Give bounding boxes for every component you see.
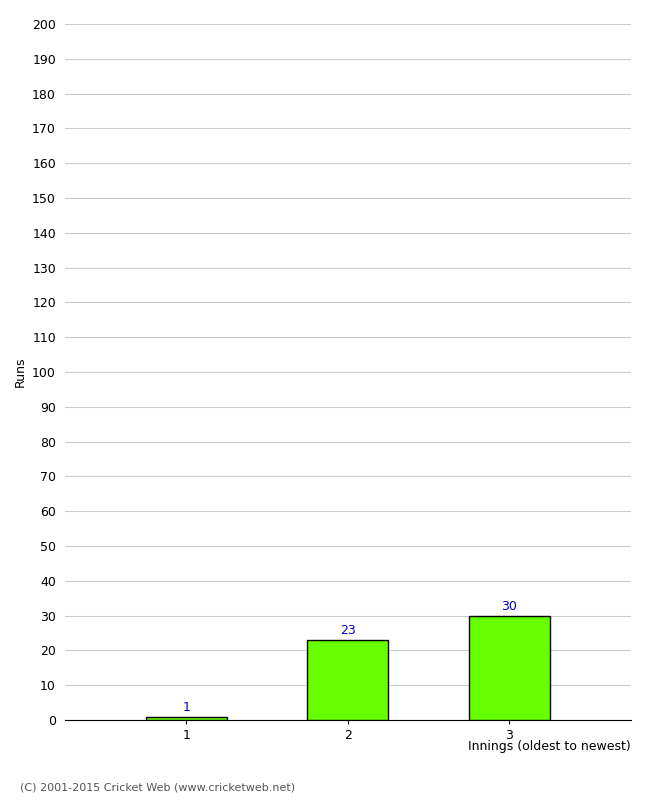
Bar xyxy=(307,640,388,720)
Text: 30: 30 xyxy=(501,600,517,613)
Y-axis label: Runs: Runs xyxy=(14,357,27,387)
Bar xyxy=(146,717,227,720)
Text: (C) 2001-2015 Cricket Web (www.cricketweb.net): (C) 2001-2015 Cricket Web (www.cricketwe… xyxy=(20,782,294,792)
Bar xyxy=(469,616,550,720)
Text: Innings (oldest to newest): Innings (oldest to newest) xyxy=(468,740,630,753)
Text: 1: 1 xyxy=(182,701,190,714)
Text: 23: 23 xyxy=(340,624,356,637)
